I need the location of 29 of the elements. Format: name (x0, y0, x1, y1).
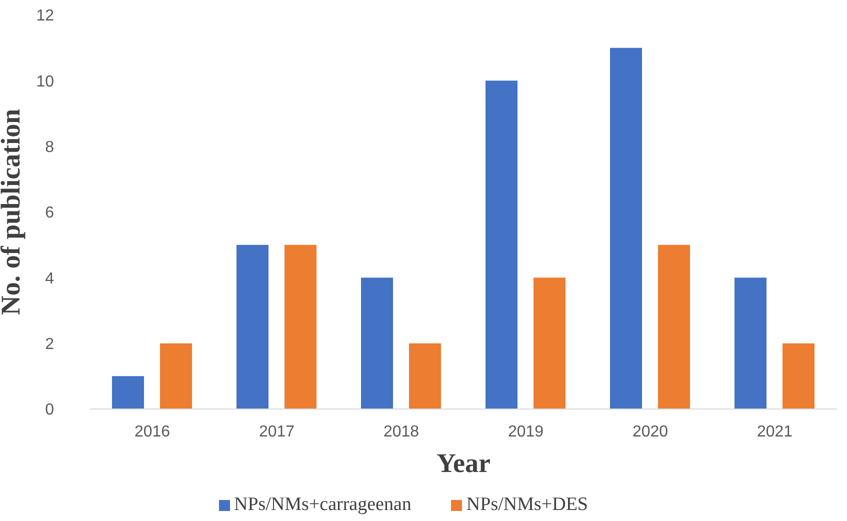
bar (409, 343, 441, 409)
legend-label: NPs/NMs+carrageenan (234, 494, 412, 515)
y-tick-label: 6 (45, 204, 54, 222)
y-tick-label: 4 (45, 270, 54, 288)
bar (361, 278, 393, 409)
y-tick-label: 12 (36, 8, 54, 25)
bar (160, 343, 192, 409)
x-axis-title: Year (436, 448, 490, 478)
bar (284, 244, 316, 409)
y-tick-label: 10 (36, 73, 54, 90)
y-tick-label: 2 (45, 336, 54, 354)
bar (534, 278, 566, 409)
legend-label: NPs/NMs+DES (466, 494, 588, 515)
y-tick-label: 0 (45, 402, 54, 419)
y-tick-label: 8 (45, 139, 54, 156)
x-tick-label: 2017 (258, 423, 295, 440)
x-tick-label: 2019 (508, 423, 544, 440)
y-axis-title: No. of publication (0, 108, 26, 316)
bar (658, 244, 690, 409)
x-tick-label: 2018 (383, 423, 420, 440)
bar (236, 244, 268, 409)
bar (734, 278, 766, 409)
x-tick-label: 2021 (756, 423, 793, 440)
bar (610, 48, 642, 409)
x-tick-label: 2016 (134, 423, 170, 440)
bar (112, 376, 144, 409)
bar (782, 343, 814, 409)
x-tick-label: 2020 (632, 423, 668, 440)
bar (486, 80, 518, 409)
